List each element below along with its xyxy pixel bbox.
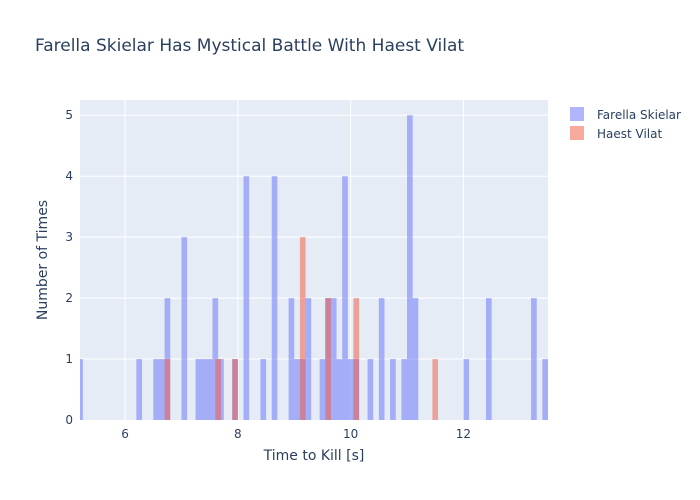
histogram-bar-farella[interactable] (206, 359, 213, 420)
legend-swatch-farella[interactable] (570, 107, 584, 121)
chart-title: Farella Skielar Has Mystical Battle With… (35, 36, 464, 56)
y-axis-ticks: 0 1 2 3 4 5 (65, 108, 73, 427)
histogram-bar-farella[interactable] (319, 359, 326, 420)
histogram-bar-haest[interactable] (232, 359, 238, 420)
histogram-bar-farella[interactable] (80, 359, 83, 420)
histogram-bar-farella[interactable] (136, 359, 143, 420)
y-tick-label: 4 (65, 169, 73, 183)
histogram-bar-farella[interactable] (201, 359, 207, 420)
histogram-bar-haest[interactable] (164, 359, 171, 420)
x-tick-label: 6 (121, 427, 129, 441)
histogram-bar-haest[interactable] (353, 298, 360, 420)
x-tick-label: 10 (343, 427, 358, 441)
histogram-bar-farella[interactable] (260, 359, 267, 420)
histogram-bar-farella[interactable] (181, 237, 188, 420)
histogram-bar-farella[interactable] (294, 359, 300, 420)
histogram-bar-farella[interactable] (401, 359, 408, 420)
histogram-bar-haest[interactable] (215, 359, 221, 420)
histogram-bar-farella[interactable] (243, 176, 250, 420)
histogram-bar-farella[interactable] (336, 359, 343, 420)
histogram-bar-farella[interactable] (412, 298, 419, 420)
histogram-bar-farella[interactable] (271, 176, 278, 420)
histogram-bar-haest[interactable] (299, 237, 306, 420)
bars (80, 115, 548, 420)
histogram-bar-haest[interactable] (325, 298, 331, 420)
x-tick-label: 8 (234, 427, 242, 441)
legend-label-haest[interactable]: Haest Vilat (597, 127, 662, 141)
x-axis-title: Time to Kill [s] (263, 448, 365, 464)
histogram-bar-farella[interactable] (195, 359, 202, 420)
y-axis-title: Number of Times (35, 200, 51, 320)
plot-area (80, 100, 548, 420)
histogram-bar-farella[interactable] (367, 359, 374, 420)
histogram-bar-farella[interactable] (342, 176, 348, 420)
histogram-bar-farella[interactable] (407, 115, 413, 420)
histogram-bar-farella[interactable] (390, 359, 396, 420)
legend-label-farella[interactable]: Farella Skielar (597, 108, 681, 122)
legend: Farella Skielar Haest Vilat (570, 107, 681, 141)
y-tick-label: 0 (65, 413, 73, 427)
x-axis-ticks: 6 8 10 12 (121, 427, 471, 441)
legend-swatch-haest[interactable] (570, 126, 584, 140)
x-tick-label: 12 (456, 427, 471, 441)
histogram-bar-farella[interactable] (531, 298, 537, 420)
histogram-bar-farella[interactable] (330, 298, 337, 420)
y-tick-label: 1 (65, 352, 73, 366)
histogram-bar-farella[interactable] (463, 359, 470, 420)
y-tick-label: 2 (65, 291, 73, 305)
histogram-bar-farella[interactable] (542, 359, 548, 420)
histogram-bar-haest[interactable] (432, 359, 439, 420)
histogram-bar-farella[interactable] (153, 359, 159, 420)
histogram-bar-farella[interactable] (347, 359, 354, 420)
y-tick-label: 5 (65, 108, 73, 122)
y-tick-label: 3 (65, 230, 73, 244)
histogram-bar-farella[interactable] (288, 298, 295, 420)
histogram-bar-farella[interactable] (485, 298, 492, 420)
histogram-bar-farella[interactable] (378, 298, 385, 420)
histogram-bar-farella[interactable] (158, 359, 165, 420)
histogram-bar-farella[interactable] (305, 298, 312, 420)
